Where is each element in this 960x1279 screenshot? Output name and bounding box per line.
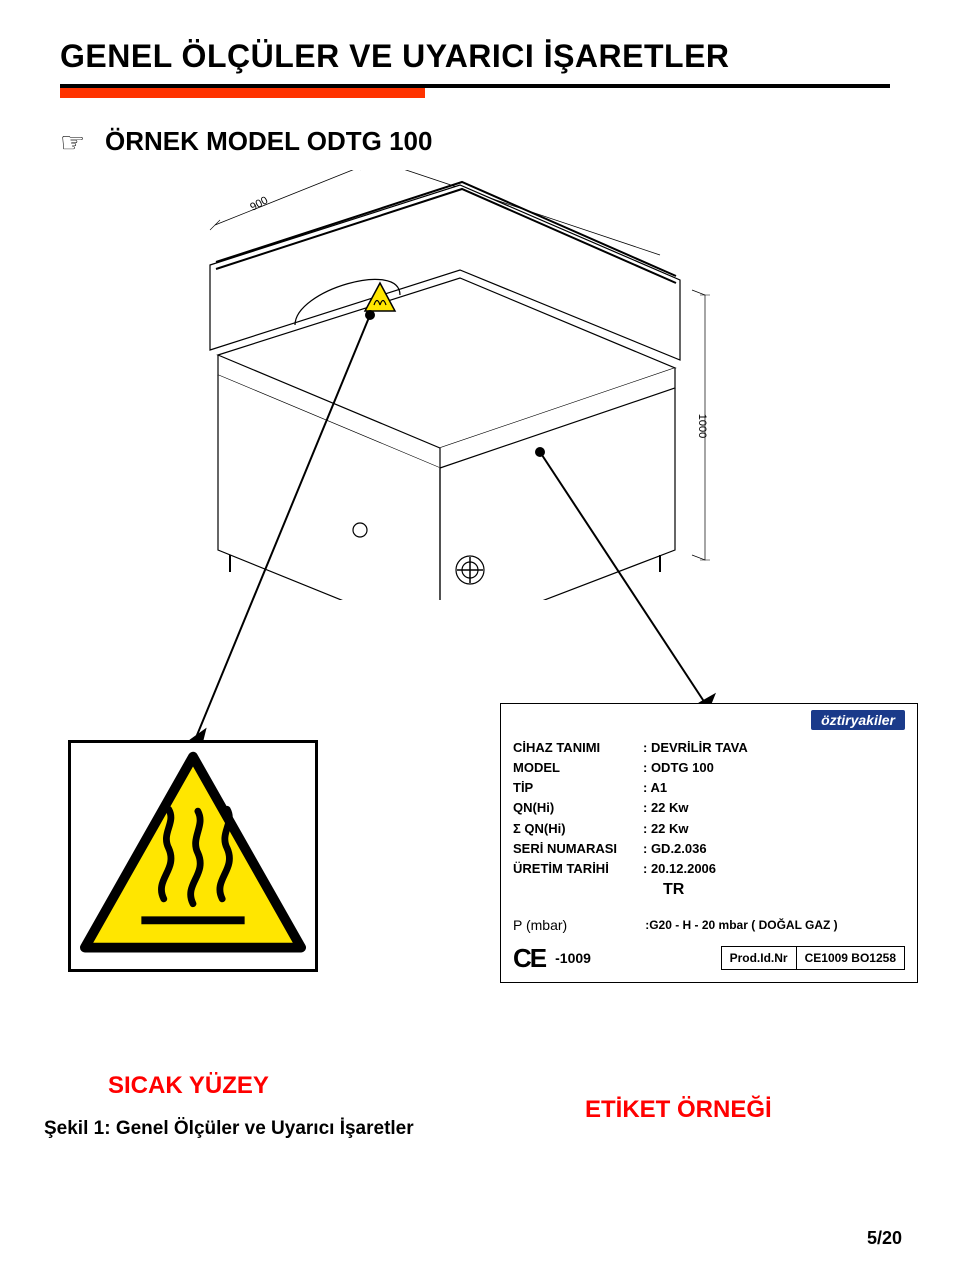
page-title: GENEL ÖLÇÜLER VE UYARICI İŞARETLER (60, 38, 730, 75)
label-example-caption: ETİKET ÖRNEĞİ (585, 1096, 772, 1124)
figure-caption: Şekil 1: Genel Ölçüler ve Uyarıcı İşaret… (44, 1118, 414, 1140)
label-country: TR (663, 881, 905, 899)
gas-spec: :G20 - H - 20 mbar ( DOĞAL GAZ ) (645, 918, 837, 932)
label-row: ÜRETİM TARİHİ: 20.12.2006 (513, 859, 905, 879)
label-rows: CİHAZ TANIMI: DEVRİLİR TAVA MODEL: ODTG … (513, 738, 905, 879)
ce-row: CE -1009 Prod.Id.Nr CE1009 BO1258 (513, 943, 905, 974)
label-row: SERİ NUMARASI: GD.2.036 (513, 839, 905, 859)
ce-number: -1009 (555, 950, 591, 966)
prod-id-label: Prod.Id.Nr (722, 947, 797, 969)
p-mbar-label: P (mbar) (513, 917, 567, 933)
equipment-drawing (140, 170, 730, 600)
brand-badge: öztiryakiler (811, 710, 905, 730)
pointing-hand-icon: ☞ (60, 126, 85, 159)
ce-mark-icon: CE (513, 943, 545, 974)
label-gas-row: P (mbar) :G20 - H - 20 mbar ( DOĞAL GAZ … (513, 917, 905, 933)
label-row: MODEL: ODTG 100 (513, 758, 905, 778)
rating-label-plate: öztiryakiler CİHAZ TANIMI: DEVRİLİR TAVA… (500, 703, 918, 983)
page-number: 5/20 (867, 1228, 902, 1249)
title-underline (60, 84, 890, 98)
label-row: Σ QN(Hi): 22 Kw (513, 819, 905, 839)
hot-surface-warning-sign (68, 740, 318, 972)
label-row: CİHAZ TANIMI: DEVRİLİR TAVA (513, 738, 905, 758)
prod-id-value: CE1009 BO1258 (797, 947, 904, 969)
subtitle: ÖRNEK MODEL ODTG 100 (105, 126, 432, 157)
label-row: QN(Hi): 22 Kw (513, 798, 905, 818)
hot-surface-caption: SICAK YÜZEY (108, 1072, 269, 1100)
label-row: TİP: A1 (513, 778, 905, 798)
prod-id-box: Prod.Id.Nr CE1009 BO1258 (721, 946, 905, 970)
